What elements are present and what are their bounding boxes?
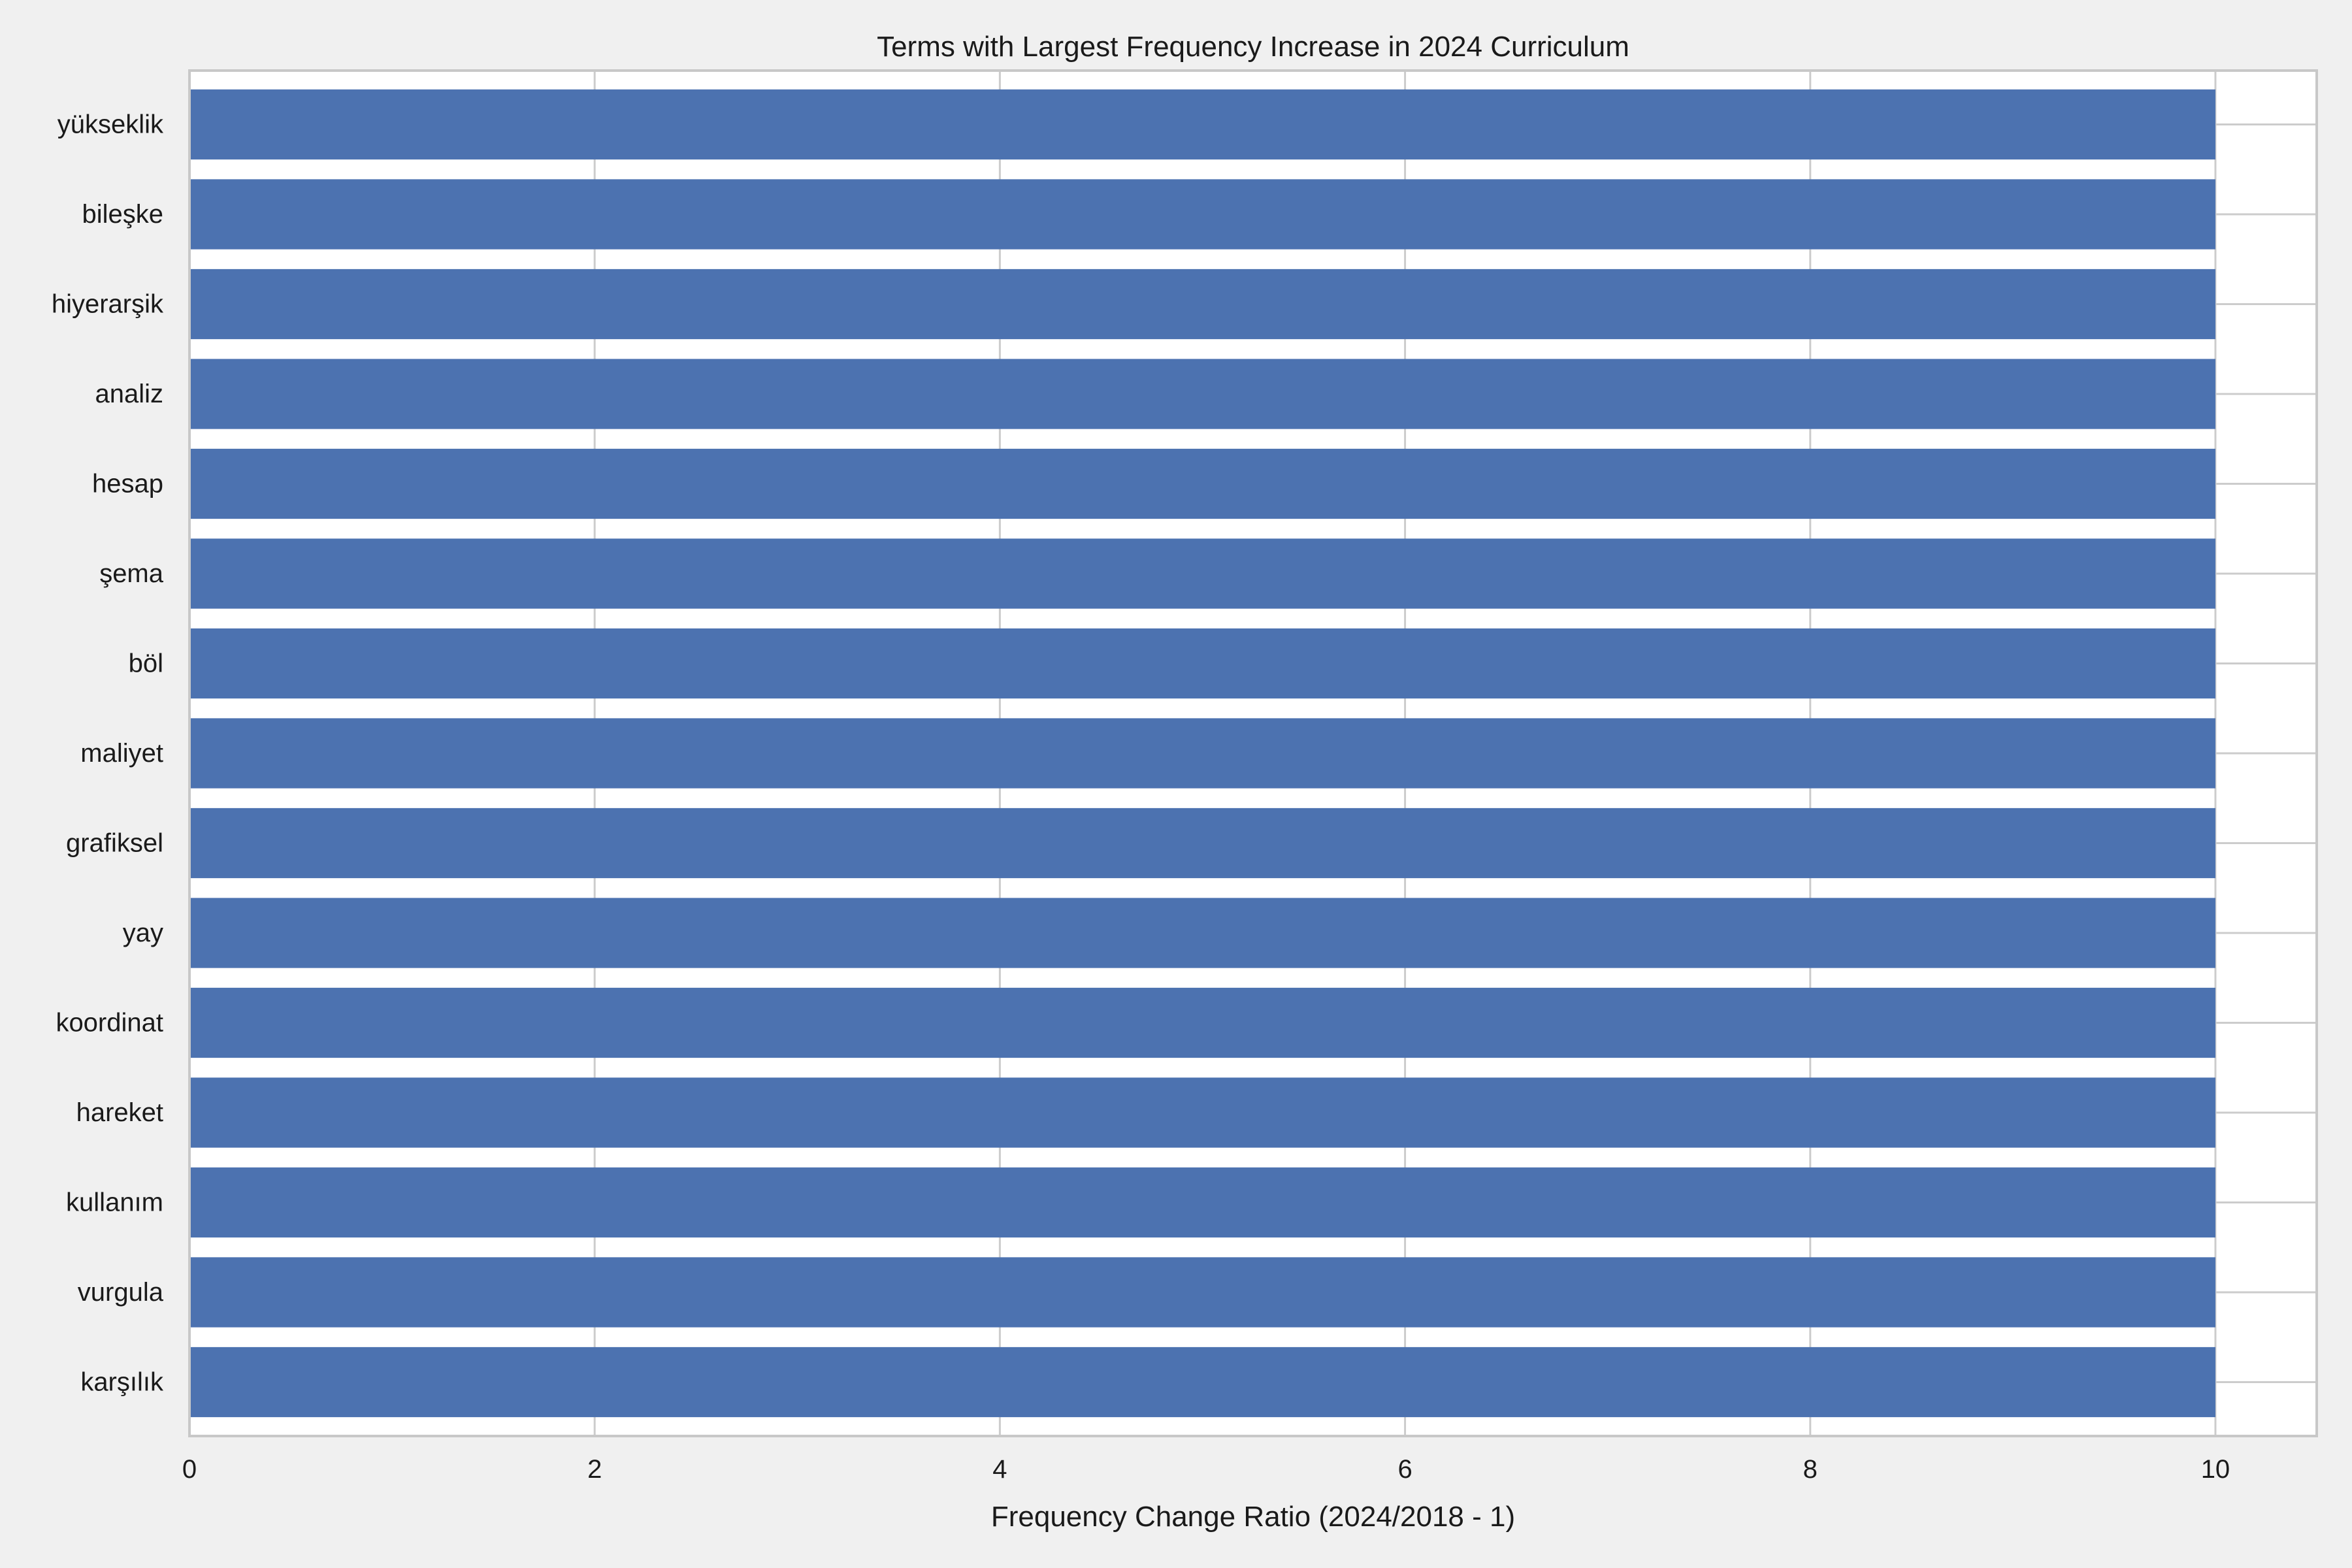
y-tick-label: koordinat (56, 1009, 163, 1037)
bar-12 (189, 1167, 2215, 1238)
y-tick-label: bileşke (82, 200, 163, 229)
y-tick-label: böl (129, 649, 163, 678)
bars (189, 89, 2215, 1418)
bar-5 (189, 538, 2215, 609)
y-tick-label: kullanım (66, 1188, 163, 1217)
bar-9 (189, 898, 2215, 968)
bar-1 (189, 179, 2215, 250)
y-tick-label: hareket (76, 1098, 163, 1127)
bar-10 (189, 987, 2215, 1058)
y-tick-label: yükseklik (57, 110, 164, 139)
plot-frame (188, 69, 2318, 1437)
y-tick-labels: yükseklik bileşke hiyerarşik analiz hesap şem… (52, 110, 164, 1397)
bar-2 (189, 269, 2215, 340)
y-tick-label: şema (99, 559, 164, 588)
bar-8 (189, 808, 2215, 879)
bar-6 (189, 628, 2215, 699)
x-tick-label: 4 (992, 1455, 1007, 1484)
x-tick-label: 10 (2201, 1455, 2230, 1484)
bar-4 (189, 448, 2215, 519)
chart-title: Terms with Largest Frequency Increase in… (877, 31, 1629, 63)
y-tick-label: analiz (95, 380, 163, 408)
y-tick-label: maliyet (80, 739, 163, 768)
x-tick-label: 0 (182, 1455, 197, 1484)
y-tick-label: yay (123, 919, 163, 947)
x-tick-label: 2 (587, 1455, 602, 1484)
bar-3 (189, 359, 2215, 429)
y-tick-label: grafiksel (66, 829, 163, 858)
y-tick-label: vurgula (78, 1278, 164, 1307)
y-tick-label: hiyerarşik (52, 290, 164, 319)
bar-0 (189, 89, 2215, 160)
x-tick-labels: 0 2 4 6 8 10 (182, 1455, 2230, 1484)
x-tick-label: 6 (1397, 1455, 1412, 1484)
y-tick-label: hesap (92, 470, 163, 498)
x-tick-label: 8 (1803, 1455, 1818, 1484)
bar-11 (189, 1077, 2215, 1148)
bar-13 (189, 1257, 2215, 1328)
y-tick-label: karşılık (80, 1368, 164, 1397)
x-axis-label: Frequency Change Ratio (2024/2018 - 1) (991, 1501, 1515, 1533)
bar-7 (189, 718, 2215, 789)
bar-14 (189, 1347, 2215, 1418)
